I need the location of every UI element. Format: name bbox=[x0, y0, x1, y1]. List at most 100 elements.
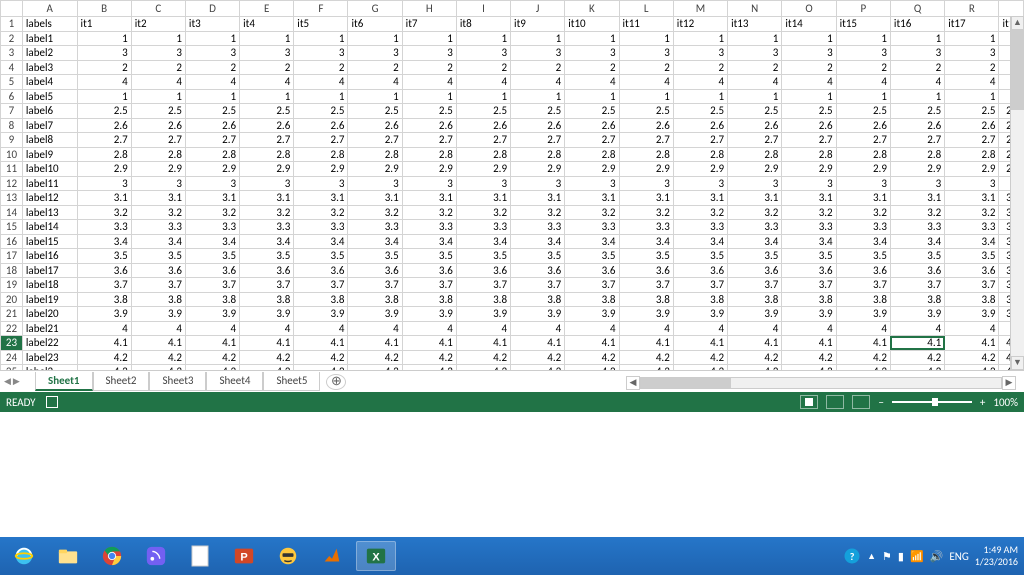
cell[interactable]: 4 bbox=[131, 75, 185, 90]
cell[interactable]: 3.4 bbox=[131, 234, 185, 249]
cell[interactable]: 3.2 bbox=[240, 205, 294, 220]
cell[interactable]: 3.6 bbox=[782, 263, 836, 278]
cell[interactable]: 2.6 bbox=[131, 118, 185, 133]
cell[interactable]: 2.8 bbox=[240, 147, 294, 162]
cell[interactable]: 2.9 bbox=[402, 162, 456, 177]
cell[interactable]: 3.6 bbox=[565, 263, 619, 278]
cell[interactable]: 1 bbox=[294, 89, 348, 104]
cell[interactable]: 4.2 bbox=[673, 350, 727, 365]
cell[interactable]: 3.4 bbox=[185, 234, 239, 249]
cell[interactable]: 2.8 bbox=[185, 147, 239, 162]
cell[interactable]: 3.3 bbox=[673, 220, 727, 235]
cell[interactable]: 3.5 bbox=[673, 249, 727, 264]
cell[interactable]: 3 bbox=[728, 176, 782, 191]
row-header-20[interactable]: 20 bbox=[1, 292, 23, 307]
cell[interactable]: label5 bbox=[22, 89, 77, 104]
cell[interactable]: label23 bbox=[22, 350, 77, 365]
cell[interactable]: 1 bbox=[348, 89, 402, 104]
cell[interactable]: 3 bbox=[565, 176, 619, 191]
cell[interactable]: 2.9 bbox=[77, 162, 131, 177]
cell[interactable]: 4 bbox=[728, 321, 782, 336]
cell[interactable]: 3.2 bbox=[402, 205, 456, 220]
cell[interactable]: 4.1 bbox=[728, 336, 782, 351]
cell[interactable]: 2 bbox=[836, 60, 890, 75]
cell[interactable]: label16 bbox=[22, 249, 77, 264]
cell[interactable]: 2.7 bbox=[511, 133, 565, 148]
cell[interactable]: 4.1 bbox=[77, 336, 131, 351]
cell[interactable]: 3.2 bbox=[890, 205, 944, 220]
cell[interactable]: 4.2 bbox=[890, 350, 944, 365]
cell[interactable]: 2.7 bbox=[294, 133, 348, 148]
cell[interactable]: 3.8 bbox=[782, 292, 836, 307]
row-header-17[interactable]: 17 bbox=[1, 249, 23, 264]
cell[interactable]: 2.6 bbox=[348, 118, 402, 133]
cell[interactable]: 2.6 bbox=[511, 118, 565, 133]
cell[interactable]: 4 bbox=[782, 321, 836, 336]
select-all-cell[interactable] bbox=[1, 1, 23, 17]
cell[interactable]: 4.2 bbox=[402, 350, 456, 365]
zoom-slider[interactable] bbox=[892, 401, 972, 403]
cell[interactable]: 1 bbox=[294, 31, 348, 46]
cell[interactable]: 2.5 bbox=[782, 104, 836, 119]
col-header-R[interactable]: R bbox=[945, 1, 999, 17]
cell[interactable]: 1 bbox=[511, 89, 565, 104]
cell[interactable]: 2 bbox=[890, 60, 944, 75]
cell[interactable]: label11 bbox=[22, 176, 77, 191]
macro-record-icon[interactable] bbox=[46, 396, 58, 408]
sheet-nav-arrows[interactable]: ◀▶ bbox=[4, 376, 20, 387]
cell[interactable]: 1 bbox=[565, 31, 619, 46]
cell[interactable]: it10 bbox=[565, 17, 619, 32]
cell[interactable]: 2 bbox=[240, 60, 294, 75]
cell[interactable]: 2.9 bbox=[619, 162, 673, 177]
cell[interactable]: 4.1 bbox=[456, 336, 510, 351]
cell[interactable]: label6 bbox=[22, 104, 77, 119]
cell[interactable]: 3 bbox=[456, 176, 510, 191]
cell[interactable]: 4 bbox=[890, 75, 944, 90]
cell[interactable]: 2.8 bbox=[565, 147, 619, 162]
cell[interactable]: 3.8 bbox=[619, 292, 673, 307]
cell[interactable]: 2.6 bbox=[77, 118, 131, 133]
cell[interactable]: 3.7 bbox=[294, 278, 348, 293]
cell[interactable]: 3.3 bbox=[836, 220, 890, 235]
cell[interactable]: 3 bbox=[782, 46, 836, 61]
cell[interactable]: 1 bbox=[185, 31, 239, 46]
cell[interactable]: 3.4 bbox=[565, 234, 619, 249]
cell[interactable]: 3.2 bbox=[565, 205, 619, 220]
cell[interactable]: 1 bbox=[728, 31, 782, 46]
cell[interactable]: 3 bbox=[131, 46, 185, 61]
cell[interactable]: 2.6 bbox=[945, 118, 999, 133]
matlab-icon[interactable] bbox=[312, 541, 352, 571]
cell[interactable]: 1 bbox=[945, 31, 999, 46]
col-header-N[interactable]: N bbox=[728, 1, 782, 17]
cell[interactable]: 3.1 bbox=[77, 191, 131, 206]
cell[interactable]: 2.7 bbox=[673, 133, 727, 148]
scroll-up-arrow[interactable]: ▲ bbox=[1011, 16, 1024, 30]
cell[interactable]: 3.8 bbox=[673, 292, 727, 307]
cell[interactable]: 2.9 bbox=[456, 162, 510, 177]
sheet-tab-sheet1[interactable]: Sheet1 bbox=[35, 372, 93, 391]
cell[interactable]: 3 bbox=[131, 176, 185, 191]
cell[interactable]: 3.8 bbox=[77, 292, 131, 307]
cell[interactable]: label22 bbox=[22, 336, 77, 351]
cell[interactable]: 4.1 bbox=[673, 336, 727, 351]
cell[interactable]: 3.4 bbox=[402, 234, 456, 249]
cell[interactable]: 1 bbox=[619, 89, 673, 104]
cell[interactable]: 2.8 bbox=[77, 147, 131, 162]
cell[interactable]: 3 bbox=[402, 176, 456, 191]
cell[interactable]: 2.8 bbox=[728, 147, 782, 162]
cell[interactable]: 3.4 bbox=[348, 234, 402, 249]
flag-icon[interactable]: ⚑ bbox=[882, 550, 892, 563]
cell[interactable]: label13 bbox=[22, 205, 77, 220]
cell[interactable]: 3 bbox=[348, 176, 402, 191]
cell[interactable]: 2 bbox=[131, 60, 185, 75]
cell[interactable]: 2.7 bbox=[836, 133, 890, 148]
cell[interactable]: 3 bbox=[185, 46, 239, 61]
cell[interactable]: 3.2 bbox=[673, 205, 727, 220]
cell[interactable]: 1 bbox=[836, 89, 890, 104]
cell[interactable]: 2.5 bbox=[185, 104, 239, 119]
cell[interactable]: 3.7 bbox=[240, 278, 294, 293]
cell[interactable]: 3.5 bbox=[185, 249, 239, 264]
cell[interactable]: 1 bbox=[348, 31, 402, 46]
cell[interactable]: label14 bbox=[22, 220, 77, 235]
cell[interactable]: 3.6 bbox=[77, 263, 131, 278]
